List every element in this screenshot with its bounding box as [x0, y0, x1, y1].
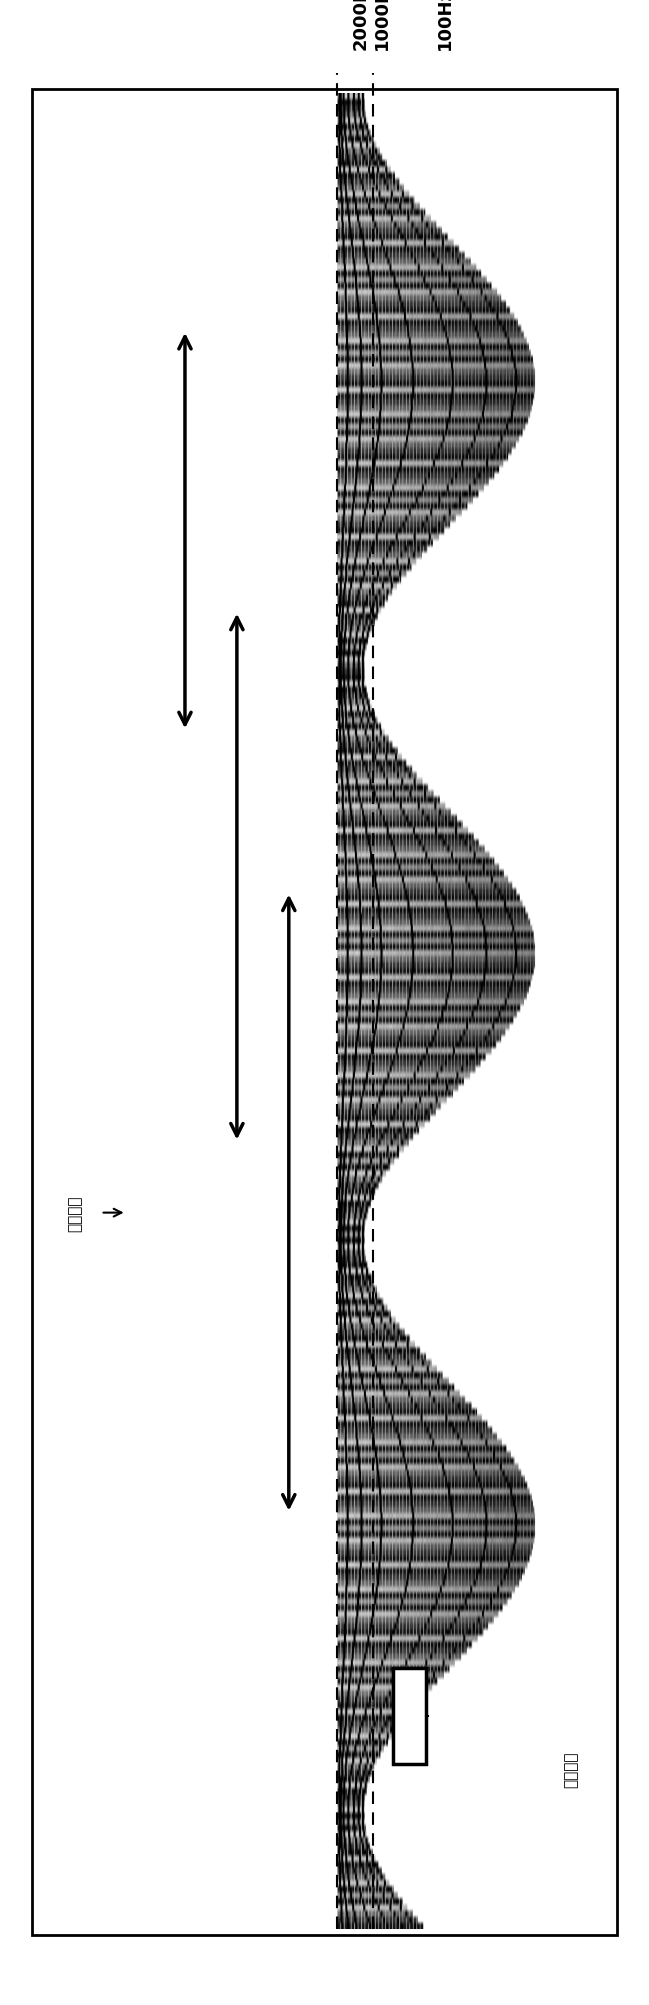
Text: 呼吸时段: 呼吸时段	[67, 1195, 82, 1231]
Text: 100Hz: 100Hz	[435, 0, 454, 50]
Text: 心脏搏动: 心脏搏动	[563, 1750, 579, 1786]
Bar	[393, 1668, 426, 1764]
Text: 1000Hz: 1000Hz	[373, 0, 391, 50]
Bar	[32, 90, 617, 1935]
Text: 2000Hz: 2000Hz	[351, 0, 369, 50]
